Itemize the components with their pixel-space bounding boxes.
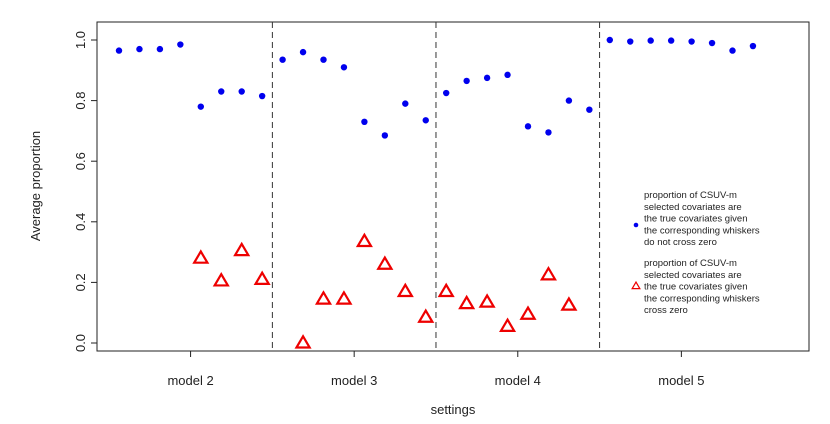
legend-label-line: cross zero [644,305,688,316]
legend-marker-circle [633,222,639,228]
data-point-circle [136,45,143,53]
data-point-triangle [458,294,476,310]
data-point-circle [647,37,654,44]
x-tick-label: model 3 [331,373,377,388]
data-point-circle [402,100,409,107]
y-tick-label: 0.6 [73,152,88,170]
data-point-triangle [560,296,578,311]
data-point-triangle [417,308,435,323]
plot-frame [96,21,810,352]
data-point-circle [197,103,204,110]
data-point-circle [238,88,245,95]
data-point-circle [320,56,327,63]
y-tick-label: 0.4 [73,213,88,231]
data-point-triangle [396,282,414,298]
data-point-circle [443,89,450,97]
x-tick-label: model 4 [495,373,541,388]
data-point-triangle [437,282,455,298]
data-point-triangle [192,249,210,264]
data-point-circle [258,92,266,100]
data-point-circle [565,97,573,104]
legend-label-line: the corresponding whiskers [644,225,760,236]
data-point-triangle [519,305,537,320]
group-separators [271,22,601,351]
data-point-circle [422,117,429,124]
legend-label-line: proportion of CSUV-m [644,258,737,269]
legend-label-line: selected covariates are [644,202,742,213]
data-point-triangle [212,272,230,287]
data-point-triangle [499,317,517,332]
data-point-circle [586,106,593,113]
data-point-triangle [314,290,333,305]
y-tick-label: 0.2 [73,273,88,291]
data-point-circle [115,47,123,54]
x-axis-title: settings [431,402,476,417]
data-point-triangle [233,241,251,257]
data-point-circle [749,42,757,50]
legend-label-line: proportion of CSUV-m [644,190,737,201]
data-point-circle [708,39,716,47]
data-point-triangle [253,270,271,286]
x-axis: model 2 model 3 model 4 model 5 [167,351,705,388]
data-point-circle [361,118,368,126]
data-point-circle [627,38,634,45]
data-point-circle [606,36,613,44]
legend-label-line: the true covariates given [644,282,748,293]
data-point-circle [504,71,511,79]
data-marks [115,36,757,349]
data-point-circle [177,41,184,48]
y-tick-label: 0.0 [73,334,88,352]
data-point-circle [381,132,389,139]
x-tick-label: model 5 [658,373,704,388]
data-point-circle [729,47,736,54]
legend-label-line: the true covariates given [644,214,748,225]
data-point-triangle [294,334,312,349]
legend-label-line: the corresponding whiskers [644,293,760,304]
data-point-triangle [335,290,353,305]
y-tick-label: 0.8 [73,92,88,110]
data-point-triangle [539,265,557,281]
y-tick-label: 1.0 [73,31,88,49]
data-point-circle [667,37,675,44]
data-point-circle [545,129,552,136]
data-point-circle [218,88,225,95]
data-point-circle [524,123,532,130]
data-point-triangle [355,232,373,248]
data-point-circle [299,48,307,56]
y-axis-title: Average proportion [28,131,43,241]
data-point-circle [688,38,695,45]
data-point-circle [156,45,164,53]
data-point-circle [279,56,286,63]
x-tick-label: model 2 [167,373,213,388]
data-point-triangle [478,293,496,308]
data-point-circle [340,64,348,71]
data-point-circle [483,74,491,82]
legend-marker-triangle [631,280,641,290]
data-point-triangle [376,255,394,270]
legend-label-line: selected covariates are [644,270,742,281]
y-axis: 0.0 0.2 0.4 0.6 0.8 1.0 [73,31,97,352]
data-point-circle [463,77,470,85]
legend-label-line: do not cross zero [644,237,717,248]
